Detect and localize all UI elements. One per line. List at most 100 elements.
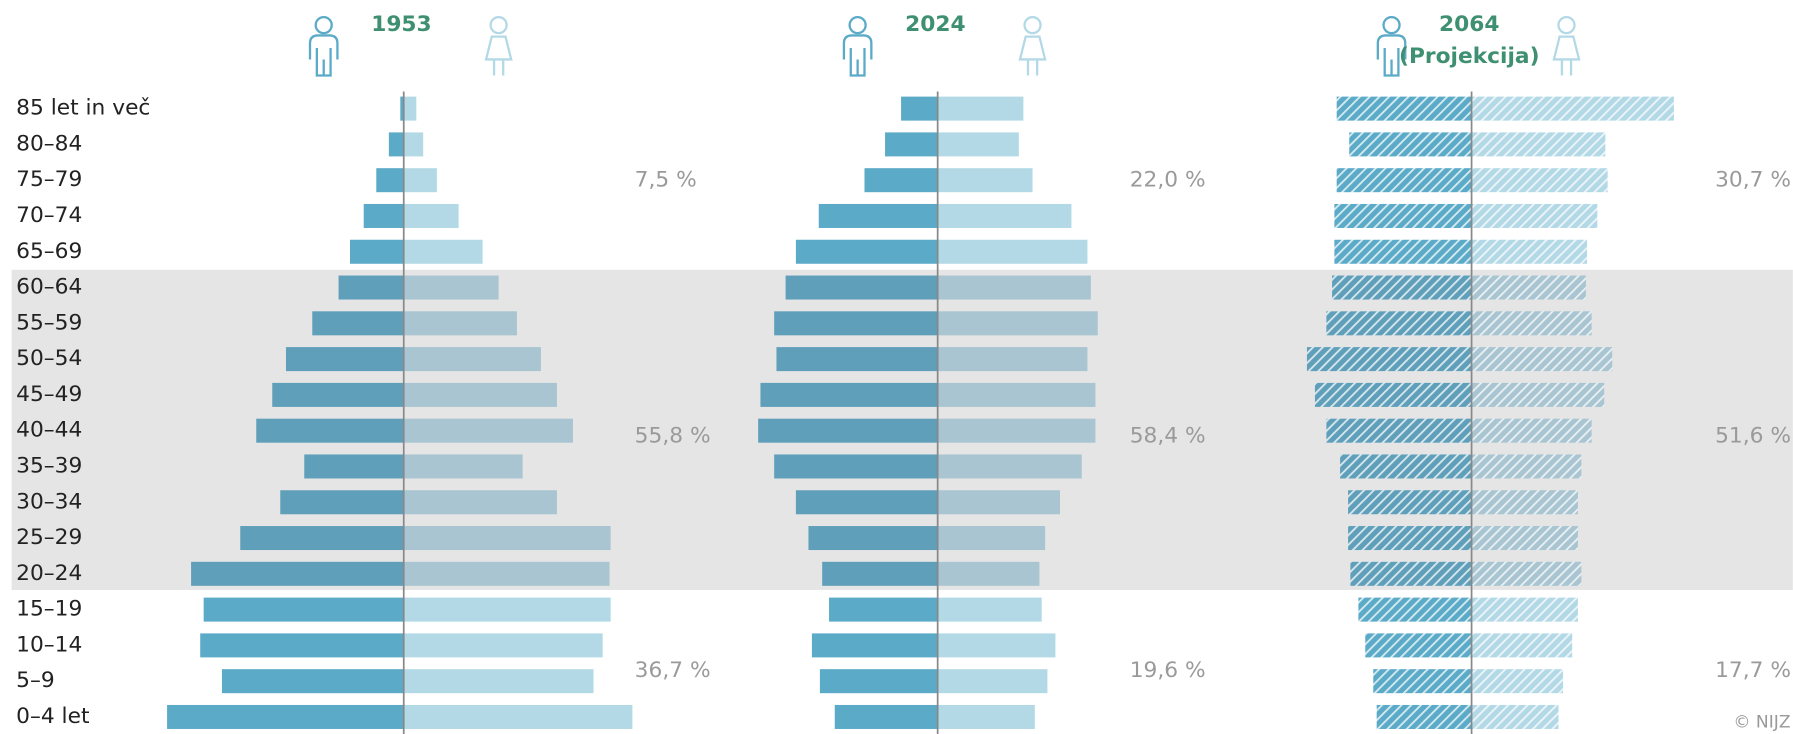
icon-body <box>1552 35 1581 76</box>
bar <box>937 347 1088 372</box>
bar <box>388 132 404 157</box>
bar <box>1471 561 1582 586</box>
bar <box>1471 239 1588 264</box>
male-icon <box>842 16 873 77</box>
icon-head <box>489 16 508 35</box>
bar <box>1471 704 1559 729</box>
icon-head <box>1023 16 1042 35</box>
chart-subtitle: (Projekcija) <box>1399 44 1539 69</box>
icon-head <box>848 16 867 35</box>
bar <box>376 168 404 193</box>
bar <box>1471 347 1613 372</box>
bar <box>403 96 417 121</box>
bar <box>1376 704 1472 729</box>
bar <box>937 597 1042 622</box>
icon-body <box>308 34 339 77</box>
bar <box>776 347 938 372</box>
bar <box>1350 561 1472 586</box>
bar <box>1332 275 1472 300</box>
bar <box>937 168 1033 193</box>
bar <box>1471 669 1564 694</box>
bar <box>272 382 404 407</box>
bar <box>937 704 1035 729</box>
bar <box>350 239 404 264</box>
bar <box>829 597 938 622</box>
age-label: 65–69 <box>16 239 82 264</box>
age-label: 0–4 let <box>16 704 89 729</box>
share-label: 55,8 % <box>635 424 711 449</box>
icon-body <box>1376 34 1407 77</box>
bar <box>280 490 404 515</box>
age-label: 80–84 <box>16 131 82 156</box>
bar <box>403 203 459 228</box>
bar <box>403 382 557 407</box>
bar <box>937 96 1024 121</box>
bar <box>937 490 1060 515</box>
male-icon <box>308 16 339 77</box>
bar <box>937 382 1096 407</box>
bar <box>864 168 938 193</box>
share-label: 30,7 % <box>1715 168 1791 193</box>
chart-title: 2064 <box>1439 12 1499 37</box>
bar <box>774 454 938 479</box>
bar <box>1471 311 1592 336</box>
age-label: 5–9 <box>16 668 55 693</box>
age-label: 20–24 <box>16 561 82 586</box>
share-label: 22,0 % <box>1130 168 1206 193</box>
bar <box>1471 132 1606 157</box>
bar <box>937 203 1072 228</box>
bar <box>403 633 603 658</box>
age-label: 85 let in več <box>16 96 150 121</box>
bar <box>937 526 1046 551</box>
bar <box>1471 490 1578 515</box>
bar <box>819 669 938 694</box>
bar <box>403 490 557 515</box>
bar <box>312 311 404 336</box>
bar <box>191 561 404 586</box>
age-label: 35–39 <box>16 453 82 478</box>
age-label: 75–79 <box>16 167 82 192</box>
age-label: 40–44 <box>16 418 82 443</box>
bar <box>1365 633 1472 658</box>
bar <box>901 96 938 121</box>
chart-title: 1953 <box>371 12 431 37</box>
bar <box>1471 633 1573 658</box>
bar <box>885 132 938 157</box>
bar <box>200 633 404 658</box>
credit: © NIJZ <box>1733 713 1790 733</box>
bar <box>795 239 938 264</box>
age-label: 60–64 <box>16 275 82 300</box>
bar <box>221 669 404 694</box>
share-label: 7,5 % <box>635 168 697 193</box>
bar <box>774 311 938 336</box>
bar <box>203 597 404 622</box>
bar <box>403 168 437 193</box>
bar <box>1326 311 1472 336</box>
bar <box>937 633 1056 658</box>
bar <box>403 669 594 694</box>
female-icon <box>1552 16 1581 76</box>
bar <box>1348 526 1472 551</box>
share-label: 36,7 % <box>635 658 711 683</box>
share-label: 51,6 % <box>1715 424 1791 449</box>
bar <box>1336 96 1472 121</box>
icon-body <box>842 34 873 77</box>
bar <box>834 704 938 729</box>
bar <box>240 526 404 551</box>
bar <box>1471 96 1674 121</box>
bar <box>1306 347 1472 372</box>
bar <box>285 347 404 372</box>
age-label: 25–29 <box>16 525 82 550</box>
male-icon <box>1376 16 1407 77</box>
icon-head <box>1557 16 1576 35</box>
bar <box>811 633 938 658</box>
icon-head <box>314 16 333 35</box>
bar <box>256 418 404 443</box>
bar <box>403 454 523 479</box>
bar <box>1314 382 1472 407</box>
bar <box>403 597 611 622</box>
bar <box>403 561 610 586</box>
icon-body <box>1018 35 1047 76</box>
icon-head <box>1382 16 1401 35</box>
